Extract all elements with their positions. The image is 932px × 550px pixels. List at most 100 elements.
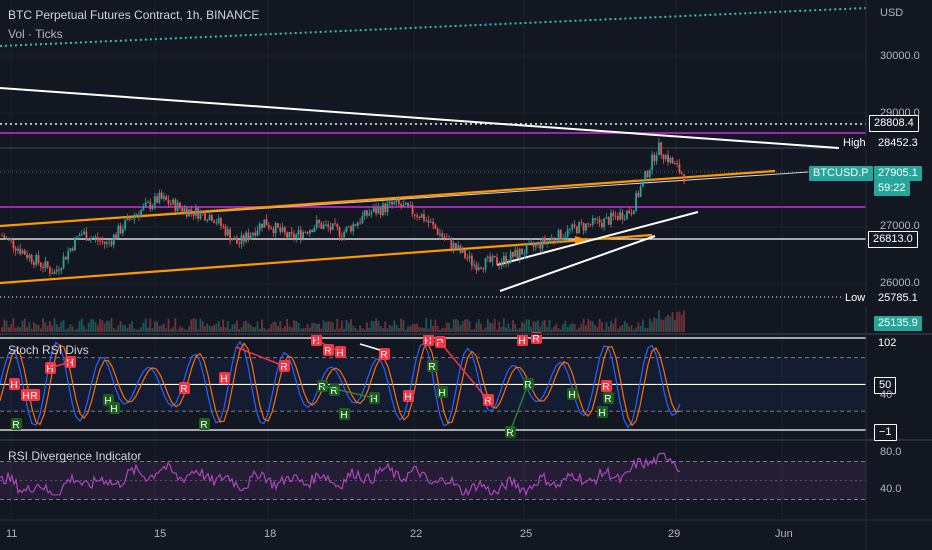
volume-bar xyxy=(644,327,647,332)
div-marker: H xyxy=(369,392,380,405)
volume-bar xyxy=(35,324,38,332)
volume-bar xyxy=(318,323,320,332)
volume-bar xyxy=(628,326,631,332)
volume-bar xyxy=(174,318,177,332)
candle-body xyxy=(673,163,676,164)
volume-bar xyxy=(256,321,259,332)
volume-bar xyxy=(386,328,389,332)
volume-bar xyxy=(311,322,314,332)
white-channel-lower xyxy=(499,235,656,292)
candle-body xyxy=(158,192,161,203)
volume-bar xyxy=(388,324,391,332)
volume-bar xyxy=(1,327,3,332)
div-marker-bg xyxy=(9,378,20,390)
volume-bar xyxy=(236,320,238,332)
volume-bar xyxy=(407,326,409,332)
div-marker: R xyxy=(179,382,190,395)
div-marker: R xyxy=(279,360,290,373)
div-marker-text: R xyxy=(532,334,539,345)
candle-body xyxy=(505,255,507,264)
div-line-bear xyxy=(235,346,285,367)
candle-body xyxy=(553,237,555,241)
low-value: 25785.1 xyxy=(874,291,922,306)
candle-body xyxy=(174,199,177,212)
div-marker-bg xyxy=(219,372,230,384)
div-marker: H xyxy=(339,408,350,421)
stoch-axis-bottom: −1 xyxy=(874,424,897,441)
div-marker-text: R xyxy=(280,362,287,373)
candle-body xyxy=(329,226,332,230)
volume-bar xyxy=(347,322,350,332)
candle-body xyxy=(500,262,503,266)
div-marker-text: R xyxy=(380,350,387,361)
volume-bar xyxy=(183,328,186,332)
volume-bar xyxy=(486,319,489,332)
candle-body xyxy=(336,224,339,228)
candle-body xyxy=(261,223,263,228)
price-tick: 27000.0 xyxy=(880,220,920,232)
candle-body xyxy=(28,254,31,258)
volume-bar xyxy=(626,323,628,332)
volume-bar xyxy=(340,320,343,332)
candle-body xyxy=(562,237,565,240)
volume-bar xyxy=(418,326,421,332)
volume-bar xyxy=(288,326,291,332)
candle-body xyxy=(683,174,685,182)
volume-bar xyxy=(594,325,596,332)
candle-body xyxy=(96,237,99,241)
candle-body xyxy=(210,214,213,221)
candle-body xyxy=(153,196,156,206)
volume-bar xyxy=(115,329,117,332)
volume-bar xyxy=(238,328,241,332)
candle-body xyxy=(578,222,580,234)
volume-bar xyxy=(350,319,352,332)
candle-body xyxy=(304,231,307,233)
candle-body xyxy=(201,211,204,213)
candle-body xyxy=(274,223,277,234)
candle-body xyxy=(204,212,206,221)
candle-body xyxy=(356,222,359,226)
candle-body xyxy=(566,229,569,237)
candle-body xyxy=(607,217,610,225)
volume-bar xyxy=(106,320,108,332)
volume-bar xyxy=(443,327,446,332)
candle-body xyxy=(525,244,528,254)
volume-bar xyxy=(455,318,457,332)
volume-bar xyxy=(457,320,460,332)
volume-bar xyxy=(42,318,44,332)
candle-body xyxy=(156,196,159,203)
volume-bar xyxy=(229,329,231,332)
stoch-axis-top: 102 xyxy=(874,336,901,351)
candle-body xyxy=(137,214,140,217)
last-price-tag: 27905.1 xyxy=(874,166,922,181)
rsi-pane-title: RSI Divergence Indicator xyxy=(8,449,142,463)
volume-bar xyxy=(304,328,307,332)
volume-bar xyxy=(630,325,633,332)
volume-bar xyxy=(382,328,384,332)
volume-bar xyxy=(320,328,323,332)
candle-body xyxy=(416,215,419,217)
volume-bar xyxy=(553,326,555,332)
volume-bar xyxy=(518,328,521,332)
candle-body xyxy=(477,267,480,271)
candle-body xyxy=(644,171,647,180)
volume-bar xyxy=(23,318,26,332)
volume-bar xyxy=(249,324,252,332)
volume-bar xyxy=(140,327,143,332)
candle-body xyxy=(21,250,24,254)
volume-label: Vol · Ticks xyxy=(8,27,63,41)
volume-bar xyxy=(194,319,197,332)
candle-body xyxy=(464,249,466,259)
candle-body xyxy=(206,220,209,221)
div-marker: R xyxy=(329,384,340,397)
volume-bar xyxy=(632,329,635,332)
candle-body xyxy=(470,255,473,266)
candle-body xyxy=(247,232,250,240)
candle-body xyxy=(167,200,170,204)
candle-body xyxy=(585,223,587,231)
candle-body xyxy=(340,236,343,238)
volume-bar xyxy=(169,328,172,332)
candle-body xyxy=(546,240,549,244)
volume-bar xyxy=(464,319,466,332)
